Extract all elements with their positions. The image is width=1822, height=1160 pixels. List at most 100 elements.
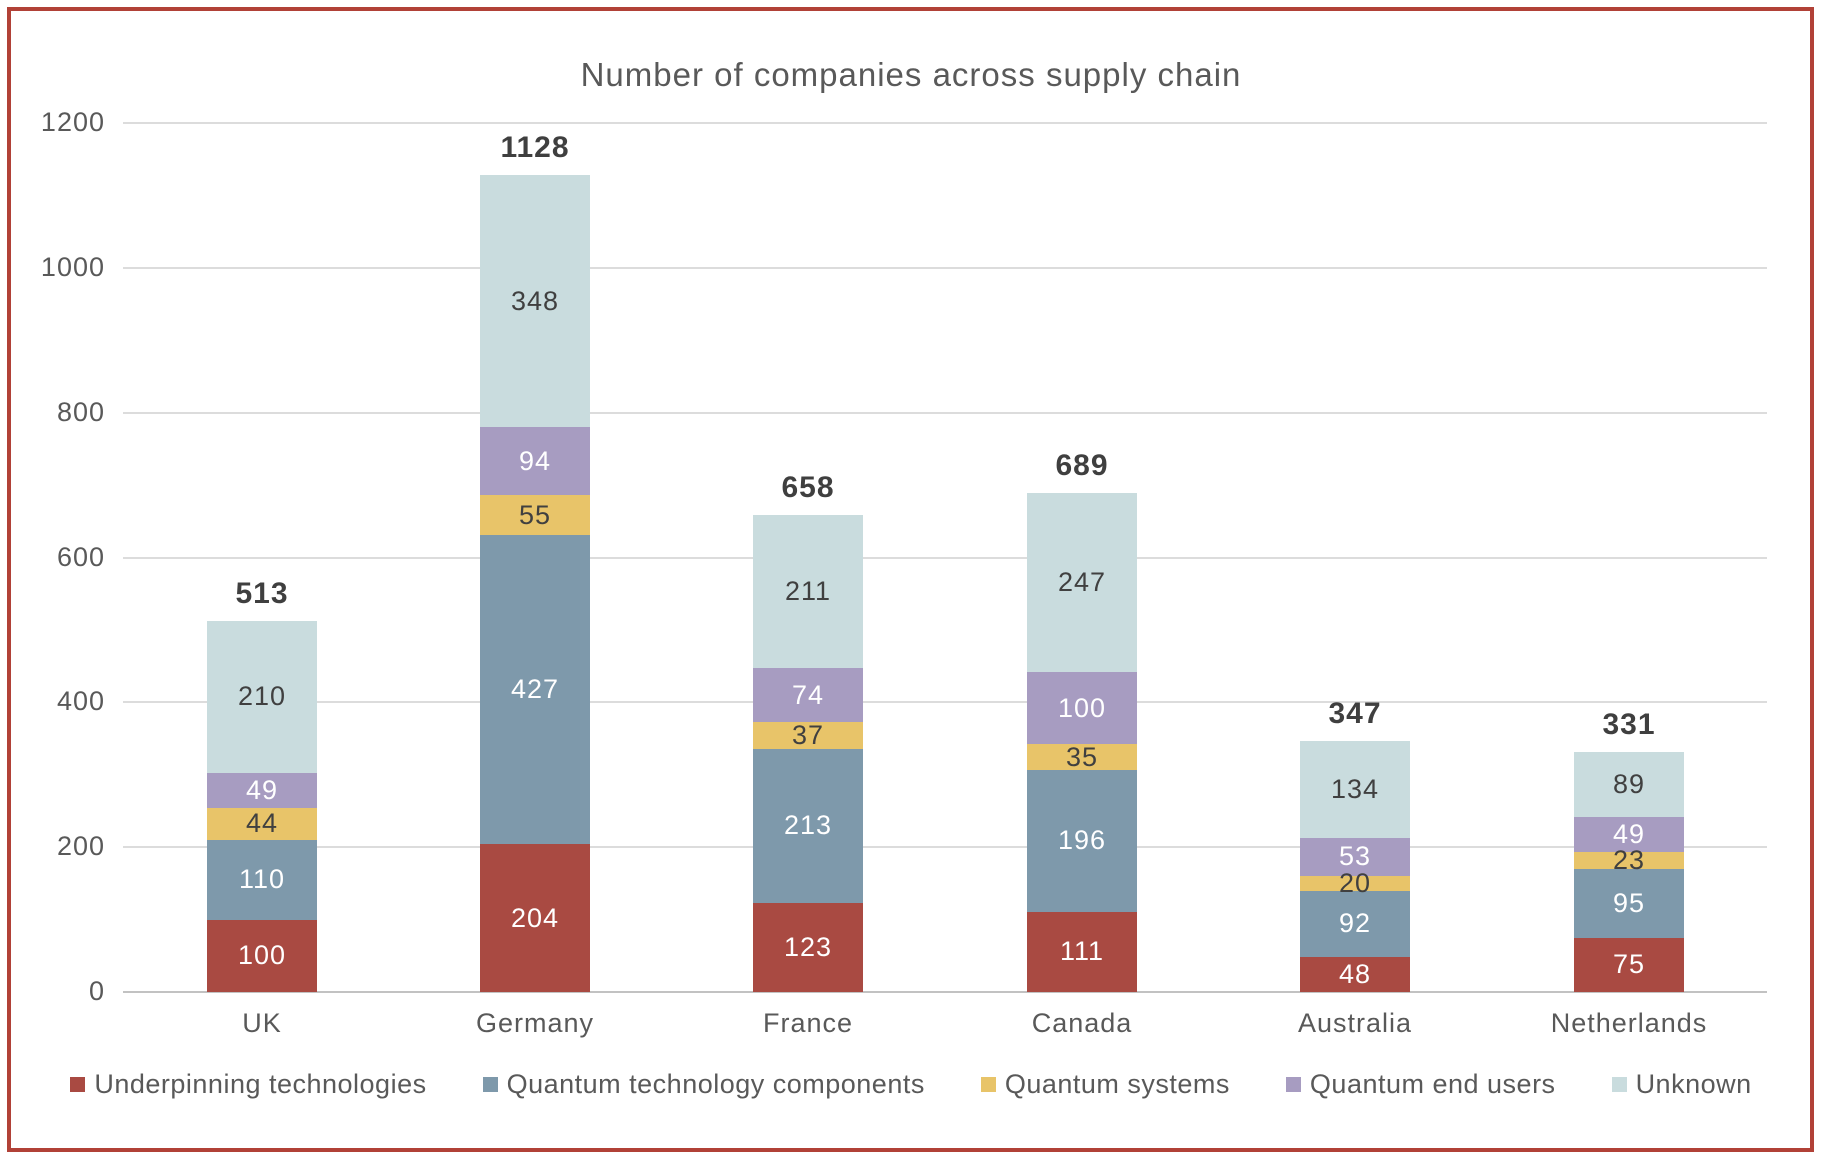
bar-segment-label: 110 bbox=[238, 864, 286, 895]
bar-segment-label: 49 bbox=[1612, 818, 1646, 849]
bar-segment: 35 bbox=[1027, 742, 1137, 772]
legend-item: Quantum end users bbox=[1285, 1068, 1556, 1100]
bar-segment: 110 bbox=[207, 839, 317, 920]
bar-segment: 37 bbox=[753, 719, 863, 750]
bar-segment: 49 bbox=[1574, 816, 1684, 853]
gridline bbox=[123, 701, 1767, 704]
y-tick-label: 800 bbox=[56, 396, 105, 427]
bar-total-label: 513 bbox=[235, 576, 289, 610]
legend-item: Underpinning technologies bbox=[70, 1069, 426, 1100]
bar-segment-label: 111 bbox=[1059, 936, 1105, 967]
bar-segment: 247 bbox=[1027, 493, 1137, 672]
legend-swatch-icon bbox=[980, 1076, 996, 1092]
y-tick-label: 200 bbox=[56, 831, 105, 862]
bar-segment: 49 bbox=[207, 772, 317, 809]
bar-segment-label: 196 bbox=[1057, 825, 1107, 856]
bar-segment-label: 89 bbox=[1612, 769, 1646, 800]
bar-segment: 92 bbox=[1300, 890, 1410, 958]
bar-segment: 20 bbox=[1300, 868, 1410, 898]
bar-segment: 89 bbox=[1574, 752, 1684, 817]
legend-swatch-icon bbox=[482, 1076, 498, 1092]
y-tick-label: 400 bbox=[56, 686, 105, 717]
bar-segment: 204 bbox=[480, 844, 590, 992]
bar-segment-label: 427 bbox=[510, 674, 560, 705]
bar-segment: 75 bbox=[1574, 937, 1684, 992]
bar-segment: 123 bbox=[753, 902, 863, 992]
bar-segment: 427 bbox=[480, 535, 590, 845]
bar-segment-label: 204 bbox=[510, 902, 560, 933]
bar-segment-label: 123 bbox=[783, 931, 833, 962]
legend-label: Quantum systems bbox=[1004, 1068, 1230, 1099]
bar-segment-label: 211 bbox=[784, 576, 832, 607]
x-axis-label: France bbox=[762, 1008, 854, 1038]
bar-segment-label: 100 bbox=[237, 940, 287, 971]
x-axis-label: Germany bbox=[475, 1008, 595, 1038]
legend-label: Unknown bbox=[1635, 1068, 1752, 1099]
gridline bbox=[123, 846, 1767, 849]
bar-segment-label: 53 bbox=[1338, 841, 1372, 872]
bar-segment: 53 bbox=[1300, 837, 1410, 877]
bar-segment-label: 20 bbox=[1338, 867, 1372, 898]
x-axis-label: UK bbox=[242, 1008, 282, 1038]
y-tick-label: 1200 bbox=[40, 107, 105, 137]
y-tick-label: 600 bbox=[56, 541, 105, 572]
bar-segment: 210 bbox=[207, 620, 317, 773]
legend-label: Quantum technology components bbox=[506, 1068, 925, 1099]
bar-segment: 44 bbox=[207, 808, 317, 840]
bar-segment-label: 35 bbox=[1065, 741, 1099, 772]
gridline bbox=[123, 991, 1767, 993]
gridline bbox=[123, 122, 1767, 124]
bar-total-label: 1128 bbox=[500, 131, 570, 165]
bar-segment: 213 bbox=[753, 748, 863, 903]
y-tick-label: 0 bbox=[88, 976, 105, 1006]
bar-segment-label: 55 bbox=[518, 499, 552, 530]
bar-segment-label: 23 bbox=[1612, 845, 1646, 876]
x-axis-label: Netherlands bbox=[1550, 1008, 1708, 1038]
bar-segment: 100 bbox=[207, 919, 317, 992]
legend: Underpinning technologies Quantum technol… bbox=[40, 1066, 1782, 1102]
bar-segment-label: 134 bbox=[1330, 773, 1380, 804]
legend-swatch-icon bbox=[1285, 1076, 1301, 1092]
bar-segment: 23 bbox=[1574, 845, 1684, 875]
bar-segment-label: 247 bbox=[1057, 566, 1107, 597]
bar-segment: 196 bbox=[1027, 769, 1137, 912]
legend-label: Quantum end users bbox=[1309, 1068, 1556, 1099]
y-tick-label: 1000 bbox=[40, 251, 105, 282]
x-axis-label: Canada bbox=[1031, 1008, 1133, 1038]
bar-segment-label: 94 bbox=[518, 445, 552, 476]
bar-segment: 95 bbox=[1574, 868, 1684, 938]
bar-segment: 100 bbox=[1027, 671, 1137, 745]
gridline bbox=[123, 266, 1767, 269]
bar-segment-label: 95 bbox=[1612, 887, 1646, 918]
bar-segment-label: 100 bbox=[1057, 692, 1107, 723]
bar-segment-label: 92 bbox=[1338, 908, 1372, 939]
x-axis-label: Australia bbox=[1297, 1008, 1413, 1038]
bar-segment-label: 48 bbox=[1338, 959, 1372, 990]
bar-segment-label: 75 bbox=[1612, 949, 1646, 980]
bar-segment-label: 37 bbox=[791, 719, 825, 750]
chart-title: Number of companies across supply chain bbox=[580, 56, 1242, 93]
legend-item: Unknown bbox=[1611, 1068, 1752, 1100]
bar-segment-label: 213 bbox=[783, 810, 833, 841]
bar-segment: 134 bbox=[1300, 740, 1410, 838]
bar-total-label: 658 bbox=[781, 471, 835, 505]
bar-segment: 348 bbox=[480, 175, 590, 428]
bar-total-label: 331 bbox=[1602, 708, 1656, 742]
bar-segment: 74 bbox=[753, 668, 863, 722]
bar-segment-label: 210 bbox=[237, 681, 287, 712]
bar-segment: 111 bbox=[1027, 911, 1137, 992]
bar-total-label: 347 bbox=[1328, 696, 1382, 730]
bar-total-label: 689 bbox=[1055, 449, 1109, 483]
bar-segment-label: 49 bbox=[245, 774, 279, 805]
bar-segment-label: 348 bbox=[510, 285, 560, 316]
bar-segment: 211 bbox=[753, 515, 863, 669]
bar-segment: 55 bbox=[480, 495, 590, 536]
legend-item: Quantum systems bbox=[980, 1068, 1230, 1100]
legend-swatch-icon bbox=[1611, 1076, 1627, 1092]
bar-segment-label: 74 bbox=[791, 679, 825, 710]
gridline bbox=[123, 411, 1767, 414]
legend-label: Underpinning technologies bbox=[94, 1068, 427, 1099]
bar-segment: 94 bbox=[480, 427, 590, 496]
bar-segment-label: 44 bbox=[245, 808, 279, 839]
